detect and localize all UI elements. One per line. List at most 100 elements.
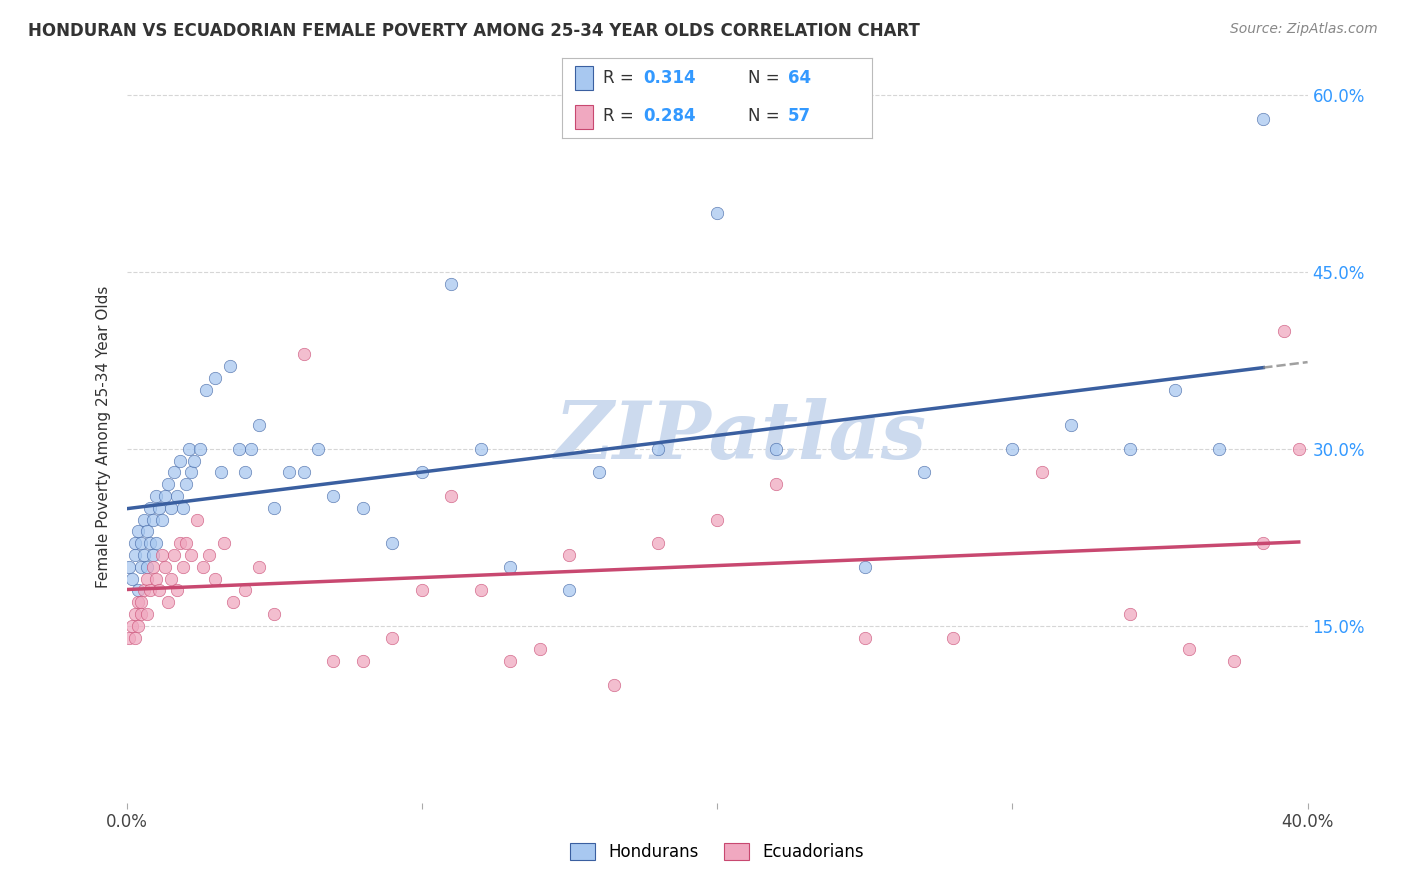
Point xyxy=(145,536,167,550)
Point xyxy=(212,536,235,550)
Text: Source: ZipAtlas.com: Source: ZipAtlas.com xyxy=(1230,22,1378,37)
Point xyxy=(193,559,215,574)
Point xyxy=(499,654,522,668)
Point xyxy=(529,642,551,657)
Text: N =: N = xyxy=(748,69,785,87)
Point xyxy=(1119,607,1142,621)
Point xyxy=(195,383,218,397)
Point xyxy=(239,442,262,456)
Point xyxy=(142,548,165,562)
Point xyxy=(136,607,159,621)
Point xyxy=(127,524,149,539)
Point xyxy=(765,477,787,491)
Point xyxy=(160,500,183,515)
Text: 0.314: 0.314 xyxy=(643,69,696,87)
Point xyxy=(228,442,250,456)
Point xyxy=(853,559,876,574)
Point xyxy=(163,466,186,480)
Point xyxy=(292,466,315,480)
Point xyxy=(186,513,208,527)
Point xyxy=(942,631,965,645)
Point xyxy=(440,489,463,503)
Point xyxy=(647,442,669,456)
Text: HONDURAN VS ECUADORIAN FEMALE POVERTY AMONG 25-34 YEAR OLDS CORRELATION CHART: HONDURAN VS ECUADORIAN FEMALE POVERTY AM… xyxy=(28,22,920,40)
Point xyxy=(209,466,232,480)
Point xyxy=(156,595,179,609)
Point xyxy=(124,631,146,645)
Point xyxy=(440,277,463,291)
Point xyxy=(188,442,212,456)
Point xyxy=(136,524,159,539)
Text: R =: R = xyxy=(603,69,638,87)
Point xyxy=(118,559,141,574)
Point xyxy=(499,559,522,574)
Point xyxy=(145,489,167,503)
Point xyxy=(308,442,330,456)
Point xyxy=(150,513,173,527)
Point xyxy=(134,548,156,562)
Point xyxy=(222,595,245,609)
Point xyxy=(470,442,492,456)
Point xyxy=(1060,418,1083,433)
Point xyxy=(1253,536,1275,550)
Point xyxy=(124,536,146,550)
Point xyxy=(156,477,179,491)
Point xyxy=(177,442,200,456)
Point xyxy=(139,583,162,598)
Point xyxy=(558,583,581,598)
Point xyxy=(1253,112,1275,126)
Point xyxy=(249,559,271,574)
Bar xyxy=(575,104,593,128)
Point xyxy=(204,371,226,385)
Point xyxy=(145,572,167,586)
Point xyxy=(1031,466,1053,480)
Point xyxy=(381,631,404,645)
Point xyxy=(163,548,186,562)
Y-axis label: Female Poverty Among 25-34 Year Olds: Female Poverty Among 25-34 Year Olds xyxy=(96,286,111,588)
Point xyxy=(588,466,610,480)
Point xyxy=(124,607,146,621)
Point xyxy=(153,559,176,574)
Point xyxy=(180,548,202,562)
Point xyxy=(180,466,202,480)
Text: R =: R = xyxy=(603,107,638,125)
Bar xyxy=(575,66,593,90)
Point xyxy=(129,595,153,609)
Point xyxy=(1288,442,1310,456)
Point xyxy=(912,466,935,480)
Point xyxy=(136,559,159,574)
Point xyxy=(150,548,173,562)
Text: 57: 57 xyxy=(789,107,811,125)
Point xyxy=(1001,442,1024,456)
Point xyxy=(121,619,143,633)
Point xyxy=(233,583,256,598)
Point xyxy=(470,583,492,598)
Point xyxy=(129,607,153,621)
Point xyxy=(204,572,226,586)
Point xyxy=(1119,442,1142,456)
Point xyxy=(322,489,344,503)
Point xyxy=(166,583,188,598)
Point xyxy=(172,559,194,574)
Point xyxy=(219,359,242,374)
Point xyxy=(174,536,197,550)
Point xyxy=(136,572,159,586)
Point xyxy=(411,583,433,598)
Point xyxy=(153,489,176,503)
Point xyxy=(142,559,165,574)
Point xyxy=(1208,442,1230,456)
Point xyxy=(174,477,197,491)
Point xyxy=(322,654,344,668)
Point xyxy=(121,572,143,586)
Legend: Hondurans, Ecuadorians: Hondurans, Ecuadorians xyxy=(564,836,870,868)
Point xyxy=(249,418,271,433)
Point xyxy=(352,654,374,668)
Point xyxy=(142,513,165,527)
Point xyxy=(603,678,626,692)
Point xyxy=(148,583,170,598)
Point xyxy=(127,583,149,598)
Point xyxy=(139,500,162,515)
Point xyxy=(558,548,581,562)
Point xyxy=(127,595,149,609)
Text: 0.284: 0.284 xyxy=(643,107,696,125)
